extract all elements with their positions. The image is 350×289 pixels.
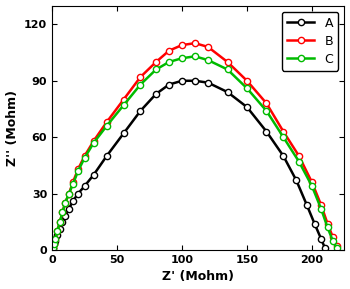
Legend: A, B, C: A, B, C	[282, 12, 338, 71]
Y-axis label: Z'' (Mohm): Z'' (Mohm)	[6, 90, 19, 166]
X-axis label: Z' (Mohm): Z' (Mohm)	[162, 271, 234, 284]
